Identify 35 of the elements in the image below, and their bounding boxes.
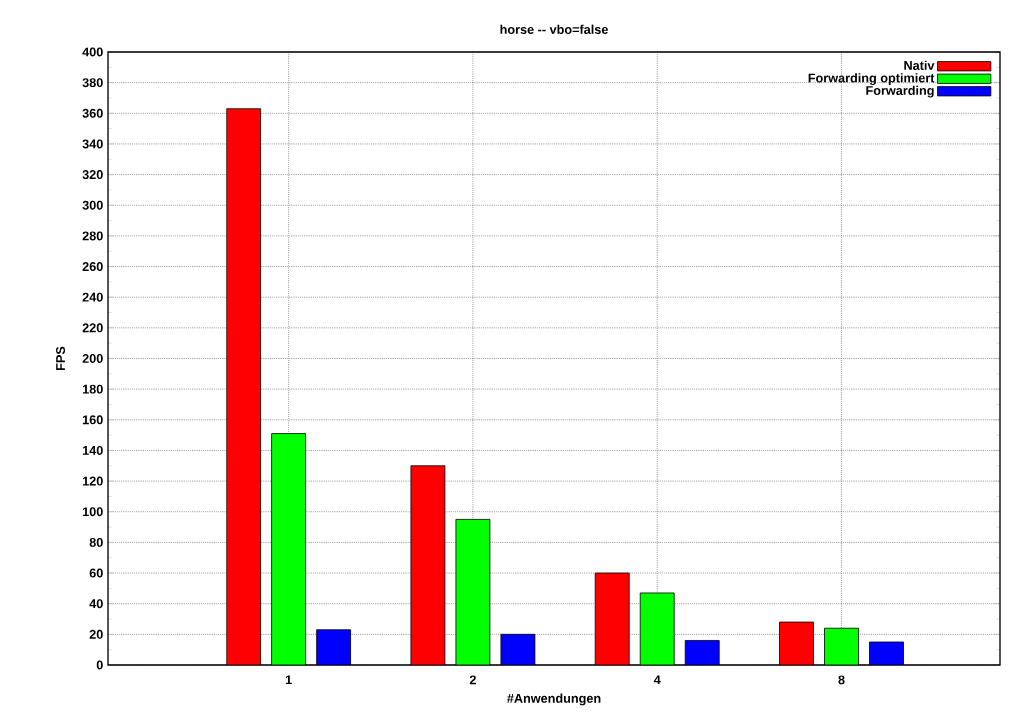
y-tick-label: 200 [82, 354, 103, 363]
chart-title: horse -- vbo=false [500, 24, 608, 34]
legend-label: Forwarding [866, 85, 934, 98]
bar [410, 465, 446, 665]
y-tick-label: 320 [82, 170, 103, 180]
y-tick-label: 180 [82, 384, 103, 394]
y-tick-label: 340 [82, 139, 103, 149]
y-tick-label: 40 [89, 599, 103, 609]
y-tick-label: 360 [82, 108, 103, 118]
y-tick-label: 60 [89, 568, 103, 578]
y-axis-title: FPS [56, 346, 66, 370]
x-tick-label: 1 [285, 675, 292, 685]
x-tick-label: 4 [653, 675, 661, 685]
bar [594, 572, 630, 665]
y-tick-label: 400 [82, 47, 103, 57]
x-tick-label: 2 [469, 675, 476, 685]
y-tick-label: 240 [82, 292, 103, 302]
y-tick-label: 0 [96, 660, 103, 670]
bar [779, 621, 814, 665]
y-tick-label: 300 [82, 200, 103, 210]
bar [226, 108, 262, 665]
y-tick-label: 20 [89, 629, 103, 639]
legend-label: Forwarding optimiert [808, 73, 935, 86]
y-tick-label: 80 [89, 537, 103, 547]
y-tick-label: 140 [82, 445, 103, 455]
y-tick-label: 220 [82, 323, 103, 333]
legend-label: Nativ [904, 60, 935, 70]
y-tick-label: 120 [82, 476, 103, 486]
y-tick-label: 100 [82, 507, 103, 517]
y-tick-label: 260 [82, 262, 103, 272]
y-tick-label: 380 [82, 78, 103, 88]
x-tick-label: 8 [838, 675, 845, 685]
y-tick-label: 280 [82, 231, 103, 241]
y-tick-label: 160 [82, 415, 103, 425]
x-axis-title: #Anwendungen [507, 693, 601, 706]
